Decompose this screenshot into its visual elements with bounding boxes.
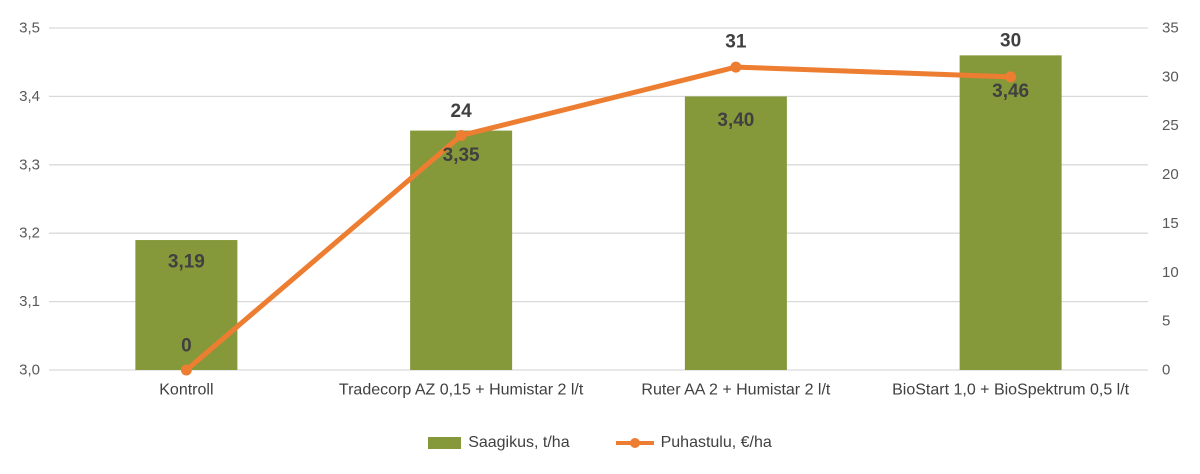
line-value-label: 0 <box>181 336 192 357</box>
chart-legend: Saagikus, t/ha Puhastulu, €/ha <box>0 434 1200 452</box>
bar-value-label: 3,40 <box>717 110 754 131</box>
legend-label-saagikus: Saagikus, t/ha <box>468 434 570 451</box>
right-axis-tick-label: 35 <box>1162 20 1179 37</box>
left-axis-tick-label: 3,2 <box>19 225 40 242</box>
line-marker <box>180 364 192 376</box>
line-marker <box>730 61 742 73</box>
left-axis-tick-label: 3,0 <box>19 362 40 379</box>
bar-value-label: 3,46 <box>992 81 1029 102</box>
line-value-label: 31 <box>725 32 747 53</box>
bar-value-label: 3,19 <box>168 252 205 273</box>
line-value-label: 24 <box>451 101 473 122</box>
legend-item-saagikus: Saagikus, t/ha <box>428 434 570 452</box>
legend-label-puhastulu: Puhastulu, €/ha <box>660 434 772 451</box>
category-label: BioStart 1,0 + BioSpektrum 0,5 l/t <box>892 382 1130 399</box>
bar-saagikus <box>959 55 1062 371</box>
bar-saagikus <box>410 130 513 370</box>
left-axis-tick-label: 3,5 <box>19 20 40 37</box>
puhastulu-line <box>183 64 1014 373</box>
line-marker <box>1005 71 1017 83</box>
left-axis-tick-label: 3,4 <box>19 88 40 105</box>
right-axis-tick-label: 25 <box>1162 117 1179 134</box>
right-axis-tick-label: 5 <box>1162 313 1170 330</box>
right-axis-tick-label: 15 <box>1162 215 1179 232</box>
right-axis-tick-label: 30 <box>1162 68 1179 85</box>
line-swatch-marker <box>629 438 640 448</box>
line-series-swatch-icon <box>615 437 654 449</box>
bar-series-swatch-icon <box>428 437 462 449</box>
category-label: Tradecorp AZ 0,15 + Humistar 2 l/t <box>339 382 584 399</box>
bar-value-label: 3,35 <box>443 145 480 166</box>
bar-saagikus <box>684 96 787 371</box>
right-axis-tick-label: 20 <box>1162 166 1179 183</box>
line-value-label: 30 <box>1000 30 1021 51</box>
right-axis-tick-label: 10 <box>1162 264 1179 281</box>
category-label: Ruter AA 2 + Humistar 2 l/t <box>641 382 831 399</box>
legend-item-puhastulu: Puhastulu, €/ha <box>615 434 772 452</box>
category-label: Kontroll <box>159 382 213 399</box>
bar-saagikus <box>135 240 238 370</box>
plot-area: 3,5 3,4 3,3 3,2 3,1 3,0 35 30 25 20 15 10 5 0 3,19 3,35… <box>19 20 1179 399</box>
right-axis-tick-label: 0 <box>1162 362 1170 379</box>
left-axis-tick-label: 3,1 <box>19 293 40 310</box>
left-axis-tick-label: 3,3 <box>19 156 40 173</box>
line-marker <box>455 129 467 141</box>
